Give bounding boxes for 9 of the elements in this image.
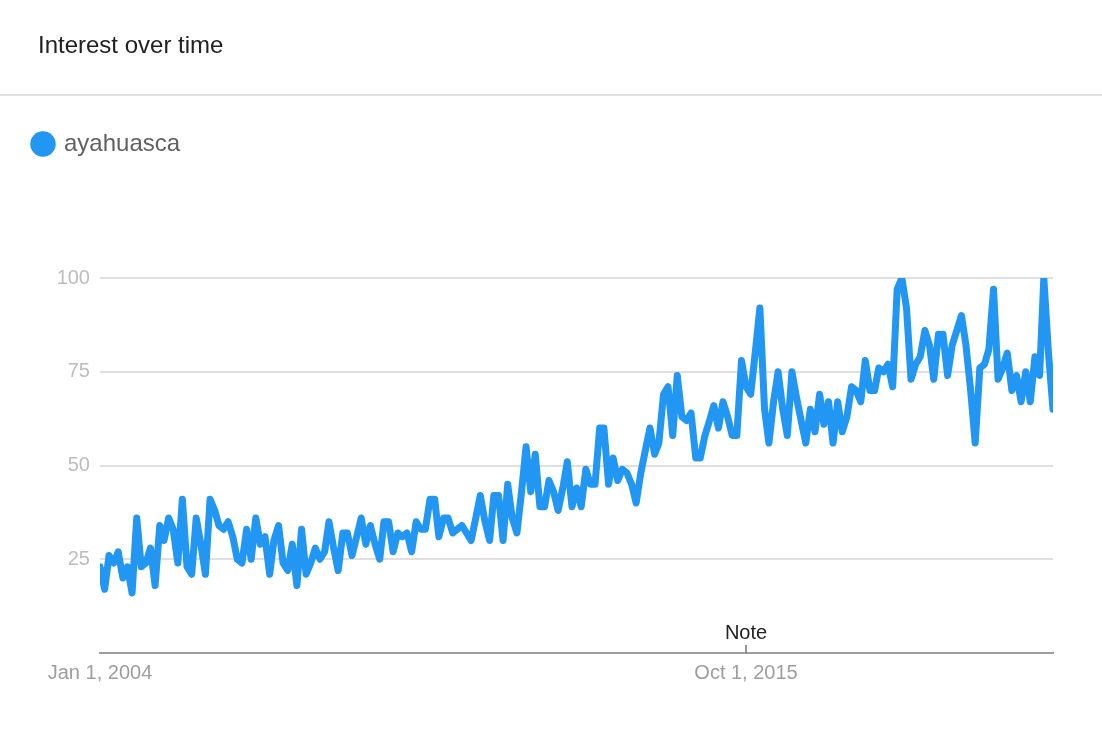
x-tick-label: Jan 1, 2004 — [47, 660, 153, 683]
y-tick-label: 75 — [67, 359, 90, 382]
legend-label: ayahuasca — [64, 128, 181, 156]
x-tick-label: Oct 1, 2015 — [694, 660, 798, 683]
annotation: Note — [724, 620, 768, 643]
chart-title: Interest over time — [38, 31, 224, 59]
y-tick-label: 25 — [67, 546, 90, 569]
y-tick-label: 100 — [56, 265, 90, 288]
y-tick-label: 50 — [67, 453, 90, 476]
